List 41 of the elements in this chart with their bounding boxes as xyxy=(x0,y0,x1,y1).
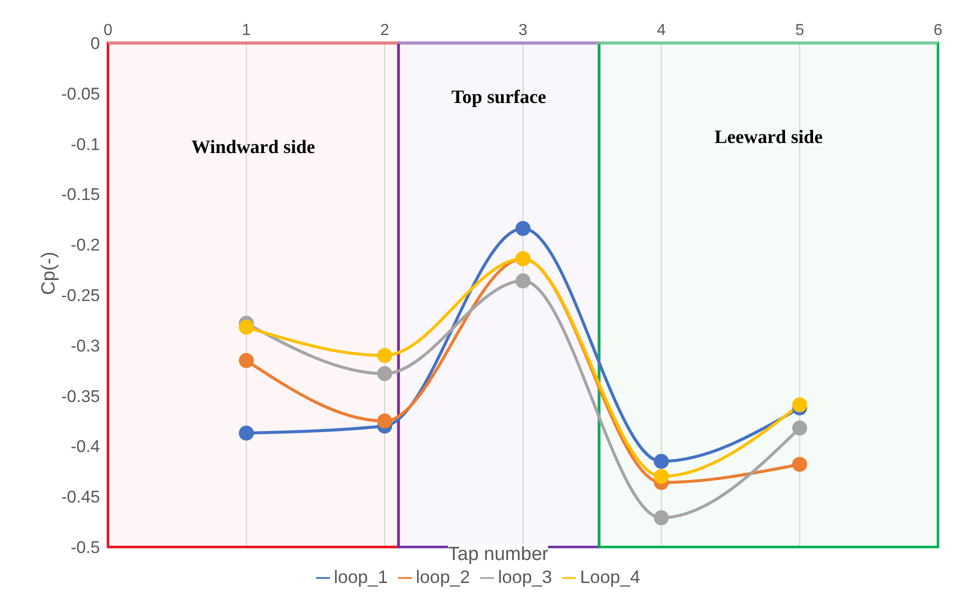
point xyxy=(516,273,530,288)
y-tick-label: -0.25 xyxy=(61,286,100,306)
x-tick-label: 1 xyxy=(242,22,251,39)
x-tick-label: 3 xyxy=(518,22,528,39)
point xyxy=(377,366,392,382)
band-label: Leeward side xyxy=(714,127,823,148)
y-tick-label: -0.15 xyxy=(61,185,100,204)
point xyxy=(654,468,669,484)
point xyxy=(792,420,808,436)
band-label: Windward side xyxy=(191,137,316,158)
point xyxy=(377,414,392,428)
point xyxy=(377,348,392,363)
point xyxy=(654,454,669,469)
y-tick-label: -0.35 xyxy=(61,386,100,406)
y-tick-label: -0.4 xyxy=(70,437,100,456)
legend-label: loop_2 xyxy=(416,567,470,587)
x-tick-label: 0 xyxy=(104,22,113,39)
point xyxy=(238,320,254,335)
legend-label: loop_3 xyxy=(498,567,552,587)
y-tick-label: -0.1 xyxy=(70,134,100,154)
x-tick-label: 5 xyxy=(795,22,804,39)
x-tick-label: 6 xyxy=(934,22,943,39)
point xyxy=(654,510,669,526)
point xyxy=(792,397,808,412)
point xyxy=(238,426,254,441)
point xyxy=(516,220,530,236)
y-tick-label: -0.5 xyxy=(70,538,100,558)
y-axis-title: Cp(-) xyxy=(38,252,60,295)
point xyxy=(792,456,808,472)
y-tick-label: -0.05 xyxy=(61,84,100,104)
y-tick-label: -0.3 xyxy=(70,336,100,356)
point xyxy=(238,353,254,368)
y-tick-label: 0 xyxy=(90,34,100,54)
band-label: Top surface xyxy=(451,87,546,108)
y-tick-label: -0.2 xyxy=(70,236,100,255)
legend-label: Loop_4 xyxy=(580,567,640,587)
y-tick-label: -0.45 xyxy=(61,488,100,507)
x-tick-label: 2 xyxy=(380,22,390,39)
x-axis-title: Tap number xyxy=(448,544,548,566)
legend-label: loop_1 xyxy=(334,567,388,587)
x-tick-label: 4 xyxy=(656,22,666,39)
